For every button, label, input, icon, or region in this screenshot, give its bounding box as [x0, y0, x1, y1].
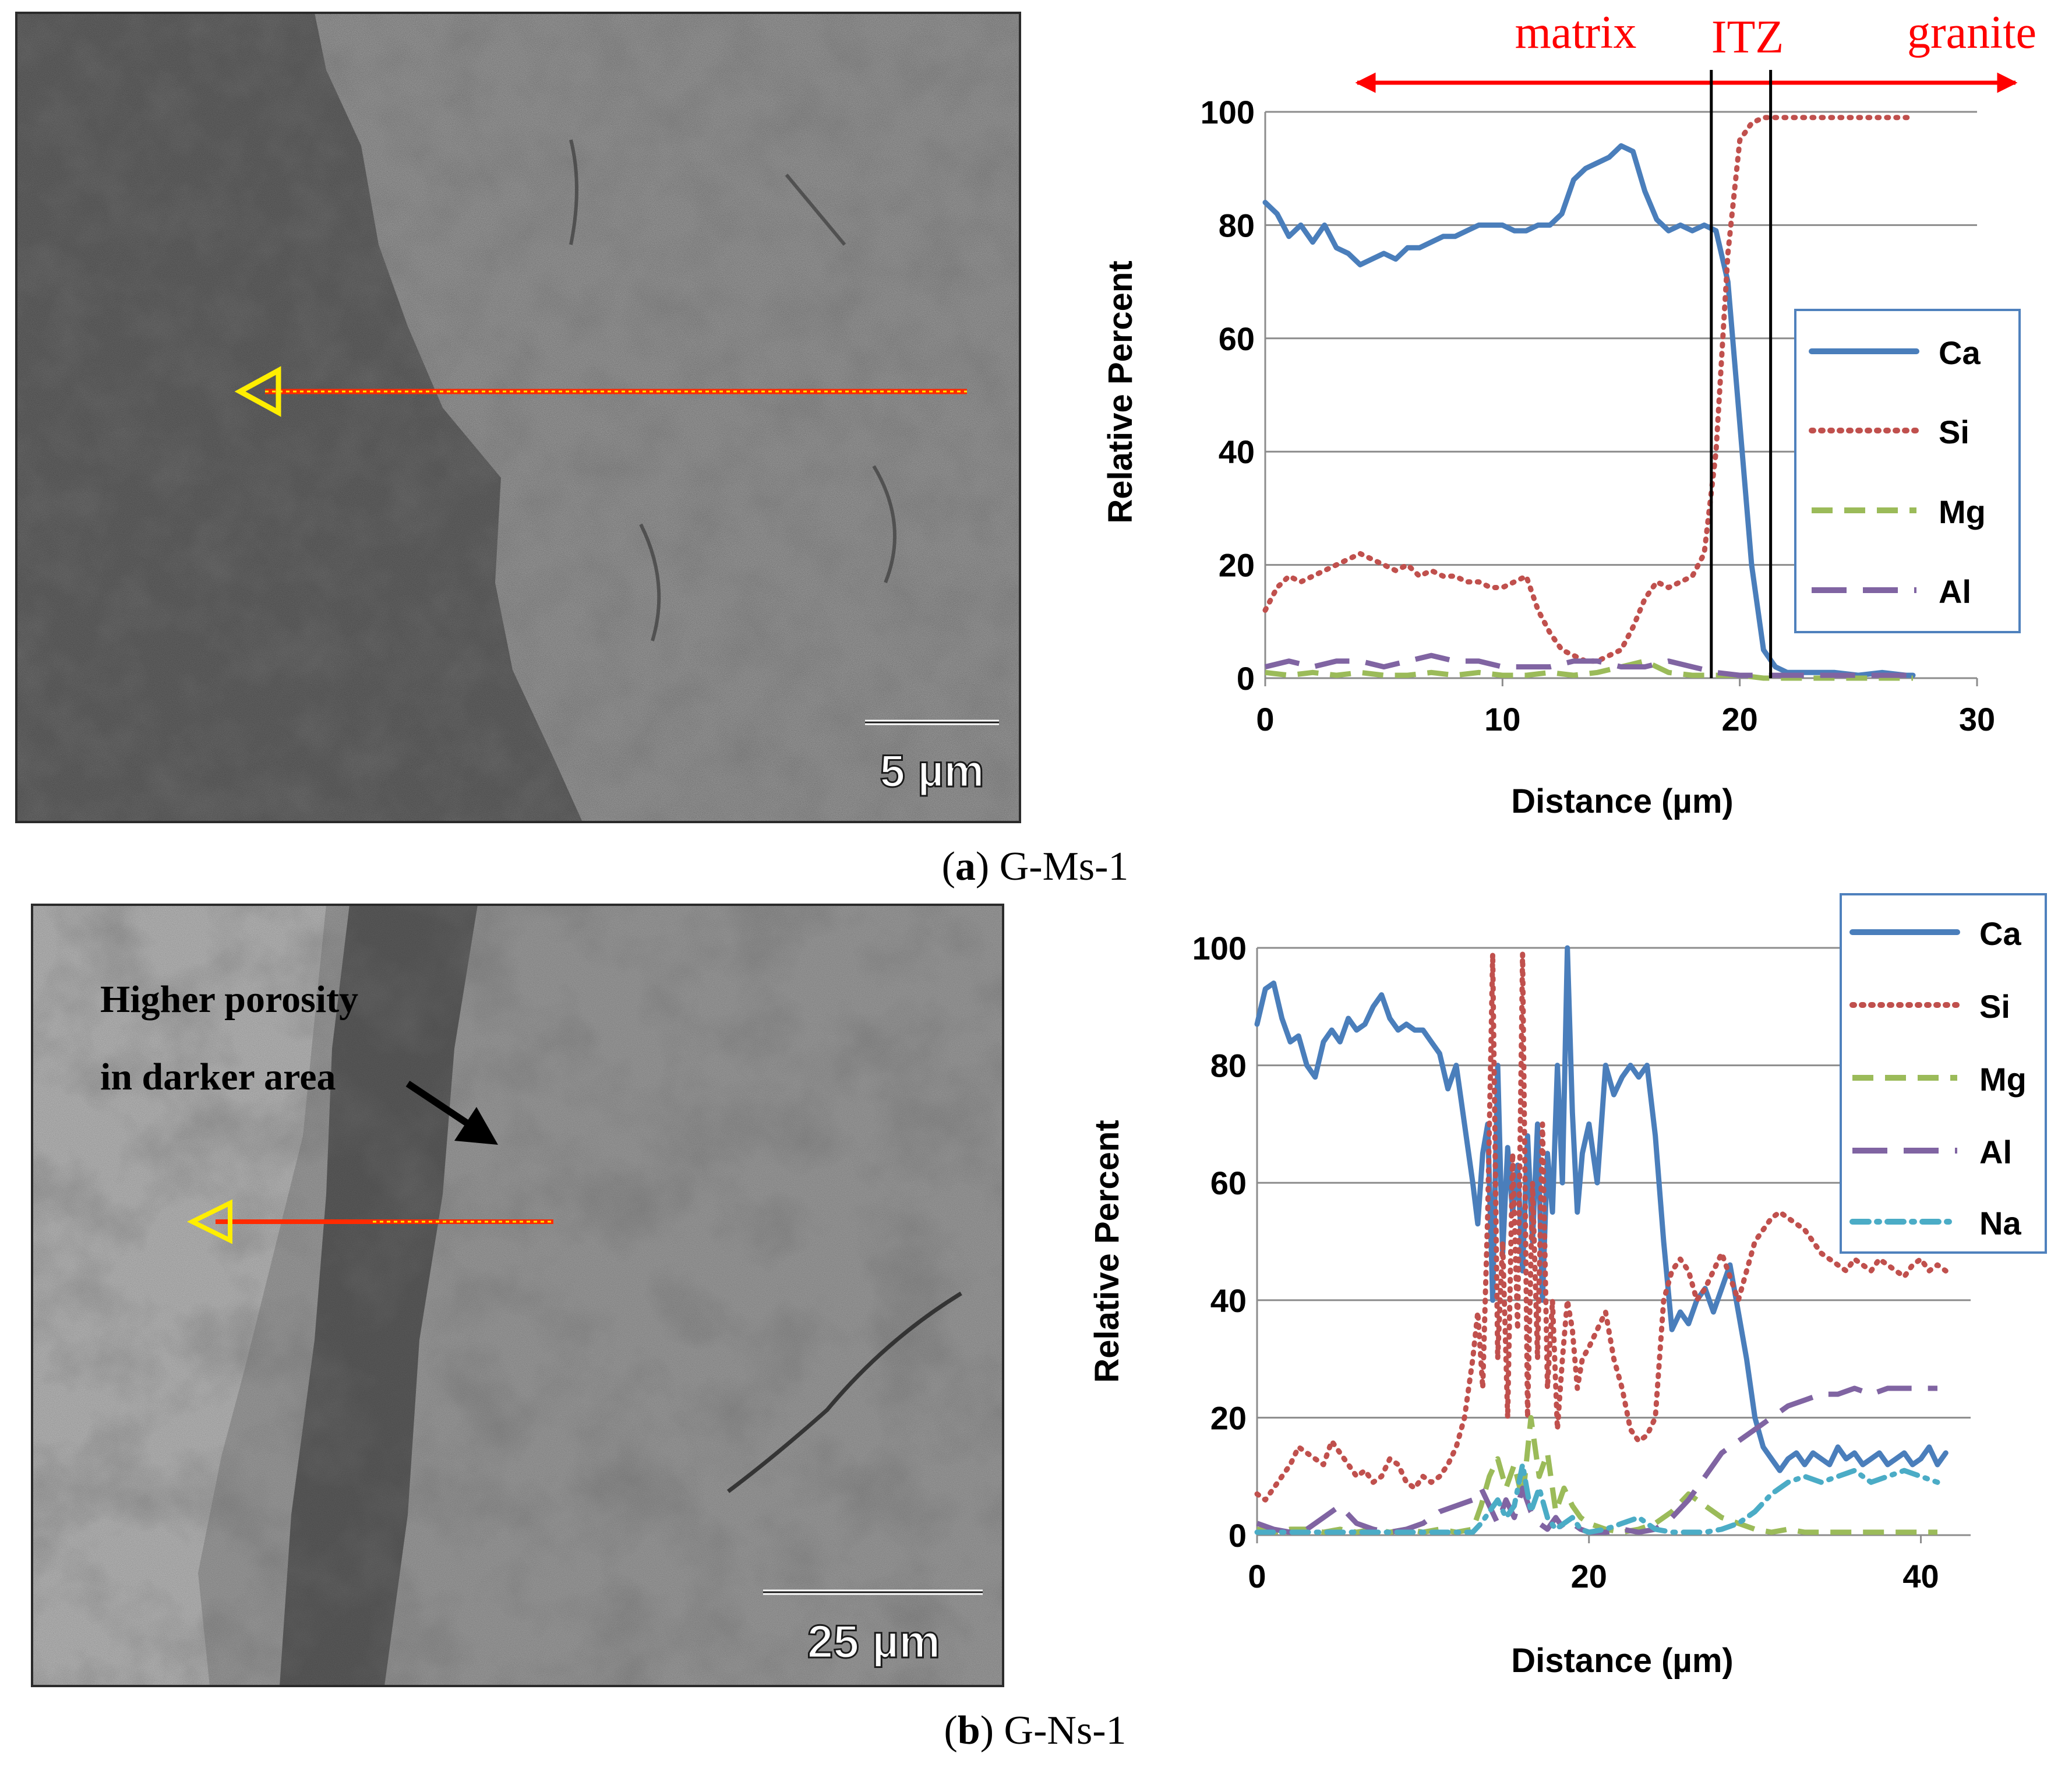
- y-tick-label: 40: [1210, 1282, 1247, 1319]
- caption-text-b: G-Ns-1: [1004, 1708, 1127, 1753]
- sem-annotation-b: Higher porosity in darker area: [100, 978, 498, 1145]
- series-line-mg: [1265, 658, 1913, 681]
- caption-letter-a: a: [955, 844, 976, 889]
- series-line-mg: [1256, 1415, 1937, 1535]
- x-tick-label: 0: [1248, 1558, 1266, 1595]
- legend-b: Ca Si Mg Al Na: [1840, 893, 2047, 1254]
- x-tick-label: 20: [1722, 701, 1758, 738]
- legend-label-mg: Mg: [1939, 493, 1986, 530]
- series-line-si: [1254, 951, 1949, 1503]
- scan-line-b: [186, 1199, 553, 1244]
- x-tick-label: 10: [1484, 701, 1520, 738]
- x-tick-label: 30: [1959, 701, 1995, 738]
- panel-a: 5 µm matrix ITZ granite 0 20 40 60 80 100 0 10 2…: [15, 7, 2036, 889]
- series-line-al: [1256, 1385, 1937, 1535]
- sem-image-a: [16, 13, 1020, 822]
- y-tick-label: 60: [1210, 1165, 1247, 1201]
- legend-label-ca: Ca: [1939, 334, 1981, 371]
- y-tick-label: 20: [1219, 547, 1255, 584]
- zone-annotation-a: matrix ITZ granite: [1355, 7, 2036, 93]
- series-line-na: [1254, 1462, 1940, 1535]
- zone-label-itz: ITZ: [1711, 12, 1784, 63]
- scale-label-a: 5 µm: [880, 745, 984, 796]
- axis-title-y-a: Relative Percent: [1102, 260, 1139, 523]
- chart-b: 0 20 40 60 80 100 0 20 40: [1192, 930, 1971, 1595]
- svg-text:(a) G-Ms-1: (a) G-Ms-1: [942, 844, 1129, 889]
- zone-label-granite: granite: [1907, 7, 2036, 58]
- panel-b: Higher porosity in darker area 25 µm 0 20…: [31, 893, 2047, 1753]
- y-tick-label: 20: [1210, 1399, 1247, 1436]
- scan-line-a: [234, 366, 967, 417]
- legend-label-al: Al: [1979, 1134, 2012, 1170]
- legend-label-na: Na: [1979, 1205, 2021, 1242]
- zone-label-matrix: matrix: [1515, 7, 1637, 58]
- caption-a: (a) G-Ms-1: [942, 844, 1129, 889]
- x-tick-label: 0: [1256, 701, 1274, 738]
- legend-label-si: Si: [1979, 988, 2010, 1025]
- caption-text-a: G-Ms-1: [1000, 844, 1129, 889]
- annotation-line-1: Higher porosity: [100, 978, 358, 1021]
- y-tick-label: 100: [1192, 930, 1247, 967]
- y-tick-label: 60: [1219, 320, 1255, 357]
- annotation-arrow: [405, 1081, 480, 1133]
- caption-letter-b: b: [958, 1708, 980, 1753]
- axis-title-y-b: Relative Percent: [1088, 1120, 1126, 1382]
- annotation-line-2: in darker area: [100, 1056, 336, 1098]
- svg-text:(b) G-Ns-1: (b) G-Ns-1: [944, 1708, 1126, 1753]
- x-tick-label: 20: [1571, 1558, 1607, 1595]
- legend-label-si: Si: [1939, 414, 1969, 450]
- y-tick-label: 0: [1237, 660, 1255, 697]
- x-tick-label: 40: [1902, 1558, 1939, 1595]
- legend-a: Ca Si Mg Al: [1794, 309, 2021, 633]
- axis-title-x-b: Distance (µm): [1511, 1642, 1734, 1680]
- y-tick-label: 80: [1210, 1047, 1247, 1084]
- scale-bar-a: 5 µm: [865, 720, 999, 798]
- legend-label-mg: Mg: [1979, 1061, 2027, 1098]
- y-tick-label: 100: [1201, 94, 1255, 131]
- y-tick-label: 0: [1229, 1517, 1247, 1554]
- sem-frame-b: [31, 904, 1004, 1687]
- sem-frame-a: [15, 12, 1021, 823]
- caption-b: (b) G-Ns-1: [944, 1708, 1126, 1753]
- series-line-ca: [1254, 945, 1949, 1473]
- y-tick-label: 40: [1219, 433, 1255, 470]
- scale-label-b: 25 µm: [807, 1616, 940, 1667]
- legend-label-al: Al: [1939, 573, 1971, 610]
- axis-title-x-a: Distance (µm): [1511, 782, 1734, 820]
- scale-bar-b: 25 µm: [763, 1589, 983, 1669]
- legend-label-ca: Ca: [1979, 915, 2021, 952]
- y-tick-label: 80: [1219, 207, 1255, 244]
- sem-image-b: [32, 905, 1003, 1686]
